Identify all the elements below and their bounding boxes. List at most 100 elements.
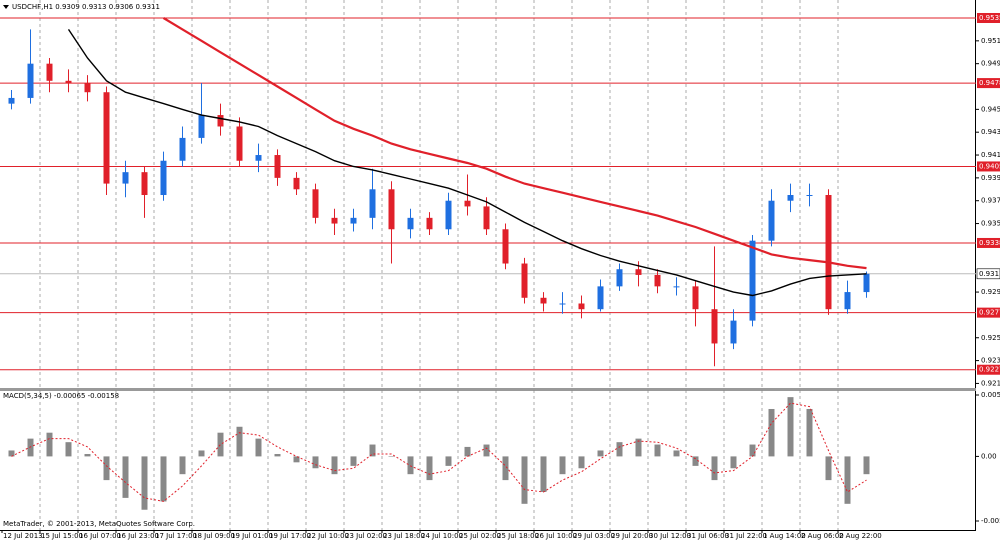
candle-body xyxy=(84,83,91,93)
level-label-bg xyxy=(977,78,1000,89)
y-tick-label: 0.00 xyxy=(981,452,997,460)
candle-body xyxy=(407,217,414,230)
level-label: 0.9478 xyxy=(979,79,1000,87)
candle-body xyxy=(654,274,661,287)
candle-body xyxy=(445,200,452,230)
x-tick-label: 24 Jul 10:00 xyxy=(421,532,463,540)
y-tick-label: 0.9295 xyxy=(981,288,1000,296)
candle-body xyxy=(502,229,509,264)
y-tick-label: 0.9255 xyxy=(981,334,1000,342)
candle-body xyxy=(198,115,205,138)
macd-bar xyxy=(806,408,813,457)
candle-body xyxy=(160,160,167,196)
moving-average xyxy=(162,17,867,270)
candle-body xyxy=(8,97,15,104)
y-tick-label: 0.9455 xyxy=(981,105,1000,113)
macd-bar xyxy=(141,456,148,510)
macd-bar xyxy=(692,456,699,466)
x-tick-label: 31 Jul 22:00 xyxy=(725,532,767,540)
y-tick-label: 0.9495 xyxy=(981,60,1000,68)
candle-body xyxy=(768,200,775,241)
y-tick-label: -0.00545 xyxy=(981,517,1000,525)
level-label-bg xyxy=(977,237,1000,248)
x-tick-label: 22 Jul 10:00 xyxy=(307,532,349,540)
candle-body xyxy=(426,217,433,230)
macd-bar xyxy=(331,456,338,475)
macd-bar xyxy=(388,456,395,457)
candle-body xyxy=(331,217,338,224)
macd-bar xyxy=(730,456,737,469)
candle-body xyxy=(103,92,110,184)
x-tick-label: 17 Jul 17:00 xyxy=(155,532,197,540)
y-tick-label: 0.9515 xyxy=(981,37,1000,45)
candle-body xyxy=(464,200,471,207)
candle-body xyxy=(141,172,148,196)
macd-bar xyxy=(540,456,547,492)
y-tick-label: 0.9435 xyxy=(981,128,1000,136)
macd-bar xyxy=(787,397,794,457)
x-tick-label: 16 Jul 23:00 xyxy=(117,532,159,540)
candle-body xyxy=(616,269,623,287)
macd-bar xyxy=(673,450,680,457)
macd-bar xyxy=(27,438,34,457)
macd-title: MACD(5,34,5) -0.00065 -0.00158 xyxy=(3,392,119,400)
macd-bar xyxy=(597,450,604,457)
level-label-bg xyxy=(977,12,1000,23)
macd-bar xyxy=(407,456,414,475)
macd-bar xyxy=(179,456,186,475)
macd-bar xyxy=(8,450,15,457)
macd-bar xyxy=(122,456,129,498)
x-tick-label: 19 Jul 17:00 xyxy=(269,532,311,540)
candle-body xyxy=(179,137,186,161)
x-tick-label: 15 Jul 15:00 xyxy=(41,532,83,540)
candle-body xyxy=(844,292,851,310)
panel-toggle[interactable] xyxy=(3,5,9,9)
x-tick-label: 2 Aug 22:00 xyxy=(839,532,882,540)
y-tick-label: 0.9395 xyxy=(981,174,1000,182)
candle-body xyxy=(578,303,585,310)
candle-body xyxy=(369,189,376,218)
y-tick-label: 0.9215 xyxy=(981,379,1000,387)
candle-body xyxy=(312,189,319,218)
macd-bar xyxy=(274,454,281,457)
x-tick-label: 30 Jul 12:00 xyxy=(649,532,691,540)
macd-bar xyxy=(369,444,376,457)
candle-body xyxy=(236,126,243,161)
x-tick-label: 2 Aug 06:00 xyxy=(801,532,844,540)
candle-body xyxy=(559,303,566,305)
y-tick-label: 0.9355 xyxy=(981,220,1000,228)
x-tick-label: 19 Jul 01:00 xyxy=(231,532,273,540)
candle-body xyxy=(673,286,680,288)
panel-divider xyxy=(0,388,976,391)
candle-body xyxy=(122,172,129,184)
candle-body xyxy=(711,309,718,344)
x-tick-label: 31 Jul 06:00 xyxy=(687,532,729,540)
candle-body xyxy=(787,195,794,201)
y-tick-label: 0.9375 xyxy=(981,197,1000,205)
macd-bar xyxy=(559,456,566,475)
level-label: 0.9405 xyxy=(979,162,1000,170)
macd-bar xyxy=(293,456,300,463)
macd-bar xyxy=(426,456,433,481)
x-tick-label: 29 Jul 03:00 xyxy=(573,532,615,540)
candle-body xyxy=(350,217,357,224)
candle-body xyxy=(749,240,756,321)
macd-bar xyxy=(711,456,718,481)
candle-body xyxy=(46,63,53,81)
candle-body xyxy=(825,195,832,310)
copyright: MetaTrader, © 2001-2013, MetaQuotes Soft… xyxy=(3,520,195,528)
candle-body xyxy=(521,263,528,298)
macd-bar xyxy=(312,456,319,469)
candle-body xyxy=(255,155,262,161)
x-tick-label: 25 Jul 02:00 xyxy=(459,532,501,540)
macd-bar xyxy=(217,432,224,457)
macd-bar xyxy=(578,456,585,469)
candle-body xyxy=(806,195,813,197)
candle-body xyxy=(274,155,281,178)
macd-bar xyxy=(103,456,110,481)
macd-bar xyxy=(65,442,72,457)
macd-bar xyxy=(768,408,775,457)
x-tick-label: 29 Jul 20:00 xyxy=(611,532,653,540)
x-tick-label: 18 Jul 09:00 xyxy=(193,532,235,540)
